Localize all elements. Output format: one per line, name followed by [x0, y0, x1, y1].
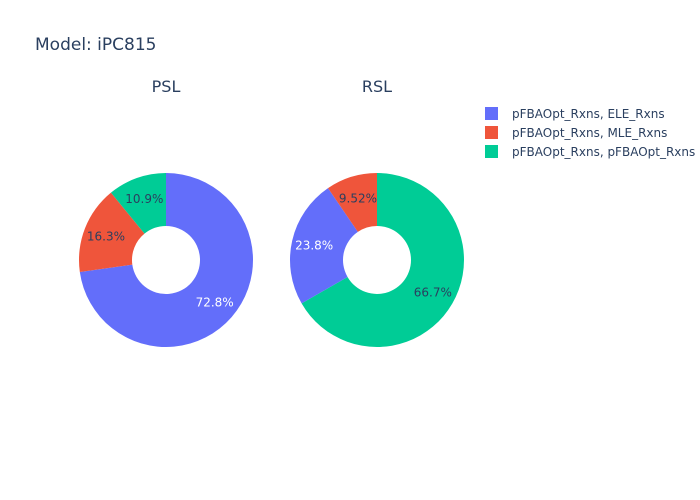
pie-title-rsl: RSL: [362, 77, 392, 96]
chart-title: Model: iPC815: [35, 35, 156, 55]
legend: pFBAOpt_Rxns, ELE_Rxns pFBAOpt_Rxns, MLE…: [485, 107, 695, 159]
legend-label-pfbaopt: pFBAOpt_Rxns, pFBAOpt_Rxns: [512, 145, 695, 159]
slice-label-rsl-pfbaopt: 66.7%: [414, 285, 452, 299]
slice-psl-pfbaopt[interactable]: [110, 173, 166, 234]
pie-rsl: RSL 66.7% 23.8% 9.52%: [289, 77, 464, 348]
slice-label-rsl-ele: 23.8%: [295, 239, 333, 253]
legend-item-ele[interactable]: pFBAOpt_Rxns, ELE_Rxns: [485, 107, 665, 121]
legend-item-mle[interactable]: pFBAOpt_Rxns, MLE_Rxns: [485, 126, 667, 140]
legend-swatch-pfbaopt: [485, 145, 498, 158]
slice-rsl-mle[interactable]: [328, 173, 377, 232]
slice-rsl-ele[interactable]: [289, 188, 358, 304]
pie-title-psl: PSL: [152, 77, 181, 96]
legend-item-pfbaopt[interactable]: pFBAOpt_Rxns, pFBAOpt_Rxns: [485, 145, 695, 159]
slice-label-psl-pfbaopt: 10.9%: [125, 192, 163, 206]
legend-label-ele: pFBAOpt_Rxns, ELE_Rxns: [512, 107, 665, 121]
pie-psl: PSL 72.8% 16.3% 10.9%: [79, 77, 254, 347]
slice-psl-ele[interactable]: [79, 173, 254, 347]
slice-label-psl-ele: 72.8%: [196, 295, 234, 309]
legend-swatch-mle: [485, 126, 498, 139]
slice-label-psl-mle: 16.3%: [87, 229, 125, 243]
slice-label-rsl-mle: 9.52%: [339, 191, 377, 205]
legend-label-mle: pFBAOpt_Rxns, MLE_Rxns: [512, 126, 667, 140]
slice-psl-mle[interactable]: [79, 192, 145, 272]
legend-swatch-ele: [485, 107, 498, 120]
slice-rsl-pfbaopt[interactable]: [301, 173, 464, 348]
